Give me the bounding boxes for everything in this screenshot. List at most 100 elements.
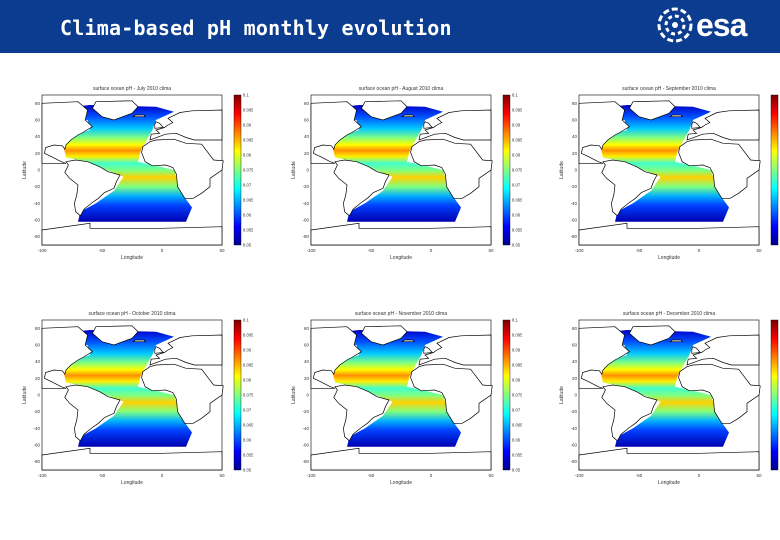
y-tick-label: 60 [35, 118, 41, 123]
y-tick-label: 80 [572, 326, 578, 331]
africa-landmass [141, 138, 224, 199]
y-axis-label: Latitude [22, 386, 28, 404]
x-tick-label: 0 [430, 248, 433, 253]
y-tick-label: -40 [33, 201, 40, 206]
x-tick-label: 0 [430, 473, 433, 478]
britain-landmass [691, 121, 701, 129]
panel-title: surface ocean pH - November 2010 clima [355, 311, 447, 317]
colorbar-tick-label: 8.055 [512, 453, 522, 458]
y-tick-label: 60 [572, 343, 578, 348]
ph-map-figure: surface ocean pH - November 2010 clima -1… [291, 311, 522, 486]
antarctica-landmass [578, 447, 760, 471]
y-tick-label: 60 [572, 118, 578, 123]
y-tick-label: -40 [33, 426, 40, 431]
y-tick-label: -20 [570, 184, 577, 189]
y-tick-label: -80 [33, 234, 40, 239]
greenland-landmass [628, 325, 676, 346]
colorbar-tick-label: 8.07 [243, 408, 252, 413]
x-tick-label: -50 [636, 473, 643, 478]
britain-landmass [691, 346, 701, 354]
colorbar-tick-label: 8.095 [243, 108, 253, 113]
y-tick-label: -40 [570, 201, 577, 206]
y-tick-label: 0 [574, 168, 577, 173]
x-axis-label: Longitude [121, 255, 143, 261]
y-tick-label: 80 [304, 101, 310, 106]
y-tick-label: 80 [35, 101, 41, 106]
africa-landmass [141, 363, 224, 424]
greenland-landmass [628, 100, 676, 121]
y-tick-label: -40 [570, 426, 577, 431]
colorbar-tick-label: 8.085 [512, 363, 522, 368]
esa-wordmark: esa [696, 7, 747, 43]
x-tick-label: -100 [574, 248, 584, 253]
colorbar [233, 319, 242, 471]
y-tick-label: 40 [35, 134, 41, 139]
colorbar-tick-label: 8.06 [512, 213, 521, 218]
y-tick-label: 80 [35, 326, 41, 331]
colorbar-tick-label: 8.075 [512, 168, 522, 173]
x-tick-label: 0 [698, 248, 701, 253]
antarctica-landmass [578, 222, 760, 246]
y-tick-label: 0 [574, 393, 577, 398]
antarctica-landmass [41, 447, 223, 471]
y-tick-label: 20 [572, 151, 578, 156]
ph-map-panel: surface ocean pH - September 2010 clima -… [555, 80, 780, 270]
y-tick-label: -40 [302, 426, 309, 431]
britain-landmass [423, 346, 433, 354]
iceland-landmass [132, 339, 146, 343]
colorbar-tick-label: 8.05 [243, 468, 252, 473]
colorbar-tick-label: 8.065 [512, 198, 522, 203]
colorbar-tick-label: 8.07 [512, 408, 521, 413]
y-tick-label: 80 [572, 101, 578, 106]
x-axis-label: Longitude [658, 480, 680, 486]
colorbar-tick-label: 8.085 [512, 138, 522, 143]
esa-logo: esa [656, 6, 762, 46]
panel-title: surface ocean pH - August 2010 clima [359, 86, 444, 92]
y-tick-label: -80 [570, 234, 577, 239]
colorbar-tick-label: 8.055 [243, 228, 253, 233]
ocean-ph-field [581, 105, 729, 222]
europe-landmass [418, 334, 492, 366]
y-tick-label: 60 [35, 343, 41, 348]
y-tick-label: 20 [304, 151, 310, 156]
south-america-landmass [601, 384, 658, 442]
x-tick-label: -100 [37, 248, 47, 253]
y-tick-label: -60 [570, 443, 577, 448]
south-america-landmass [64, 159, 121, 217]
antarctica-landmass [310, 447, 492, 471]
colorbar-tick-label: 8.05 [243, 243, 252, 248]
colorbar-tick-label: 8.08 [243, 378, 252, 383]
ocean-ph-field [581, 330, 729, 447]
y-tick-label: 0 [306, 168, 309, 173]
iceland-landmass [401, 114, 415, 118]
britain-landmass [154, 346, 164, 354]
colorbar [502, 94, 511, 246]
y-tick-label: 0 [37, 168, 40, 173]
colorbar [770, 319, 779, 471]
y-tick-label: 60 [304, 118, 310, 123]
colorbar-tick-label: 8.085 [243, 363, 253, 368]
colorbar-tick-label: 8.1 [512, 318, 518, 323]
colorbar-tick-label: 8.08 [243, 153, 252, 158]
south-america-landmass [333, 159, 390, 217]
north-america-landmass [310, 326, 362, 389]
y-tick-label: 80 [304, 326, 310, 331]
africa-landmass [410, 138, 493, 199]
north-america-landmass [41, 326, 93, 389]
colorbar [770, 94, 779, 246]
north-america-landmass [578, 326, 630, 389]
ph-map-figure: surface ocean pH - July 2010 clima -100 -5… [22, 86, 253, 261]
y-tick-label: -80 [570, 459, 577, 464]
x-tick-label: 50 [756, 473, 762, 478]
ocean-ph-field [44, 330, 193, 447]
colorbar-tick-label: 8.08 [512, 153, 521, 158]
colorbar-tick-label: 8.075 [243, 168, 253, 173]
britain-landmass [154, 121, 164, 129]
y-tick-label: -60 [570, 218, 577, 223]
y-tick-label: -80 [302, 459, 309, 464]
esa-swirl-icon [657, 7, 693, 43]
x-tick-label: 50 [488, 473, 494, 478]
colorbar-tick-label: 8.05 [512, 468, 521, 473]
x-tick-label: -100 [574, 473, 584, 478]
colorbar-tick-label: 8.09 [512, 123, 521, 128]
